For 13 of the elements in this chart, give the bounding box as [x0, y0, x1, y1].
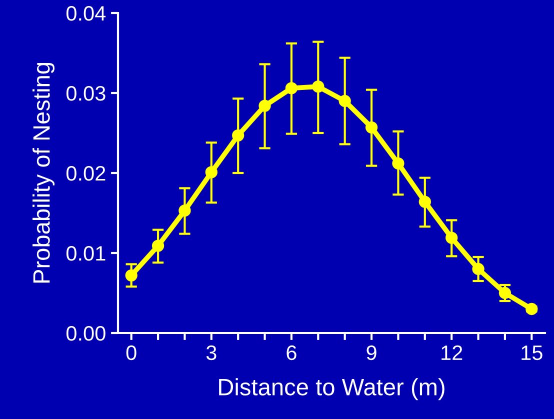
y-tick-label: 0.03: [66, 86, 106, 101]
y-tick-label: 0.01: [66, 246, 106, 261]
x-tick-label: 3: [206, 345, 216, 360]
y-tick-label: 0.02: [66, 166, 106, 181]
y-tick-label: 0.04: [66, 6, 106, 21]
x-tick-label: 9: [366, 345, 376, 360]
y-axis-title: Probability of Nesting: [32, 62, 55, 283]
x-tick-label: 6: [286, 345, 296, 360]
x-tick-label: 15: [522, 346, 542, 360]
x-tick-label: 12: [442, 345, 462, 360]
x-axis-title: Distance to Water (m): [219, 378, 444, 400]
x-tick-label: 0: [126, 345, 136, 360]
y-tick-label: 0.00: [66, 326, 106, 341]
